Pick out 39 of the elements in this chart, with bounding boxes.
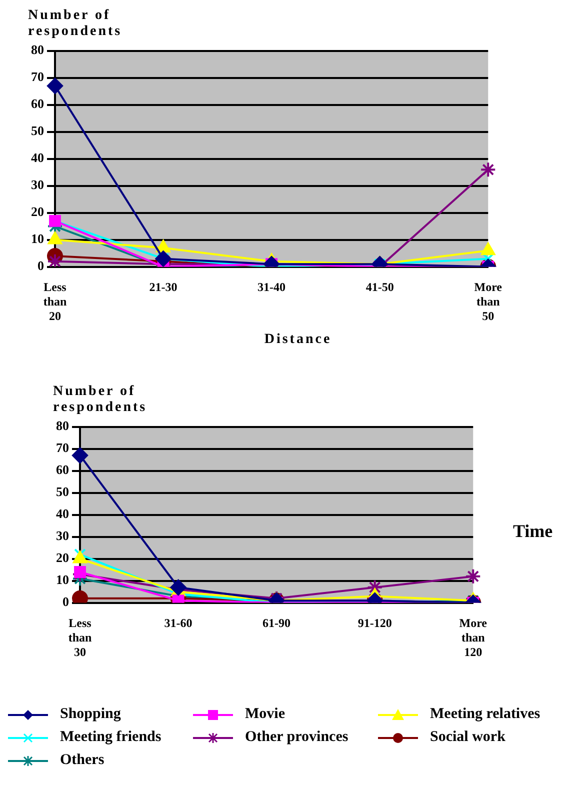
y-tick-label: 30 <box>56 528 69 544</box>
x-tick-label: Less than 30 <box>68 616 92 659</box>
y-tick-label: 20 <box>56 550 69 566</box>
legend-label: Others <box>60 752 104 769</box>
y-tick-label: 70 <box>56 440 69 456</box>
x-tick-label: More than 50 <box>474 280 503 323</box>
y-tick-label: 0 <box>38 258 44 274</box>
y-axis-title: Number of respondents <box>28 8 124 40</box>
y-tick-label: 20 <box>31 204 44 220</box>
legend-label: Shopping <box>60 706 121 723</box>
y-tick-label: 50 <box>31 123 44 138</box>
legend-label: Meeting relatives <box>430 706 540 723</box>
x-tick-label: 41-50 <box>366 280 394 294</box>
x-axis-title: Distance <box>263 332 333 348</box>
y-tick-label: 70 <box>31 69 44 84</box>
y-tick-label: 40 <box>56 506 69 522</box>
y-tick-label: 10 <box>31 231 44 246</box>
y-tick-label: 80 <box>56 418 69 434</box>
x-axis-title: Time <box>513 520 553 542</box>
y-tick-label: 50 <box>56 484 69 500</box>
x-tick-label: 31-40 <box>258 280 286 294</box>
x-tick-label: 31-60 <box>164 616 192 630</box>
x-tick-label: Less than 20 <box>43 280 67 323</box>
y-tick-label: 40 <box>31 150 44 166</box>
legend-label: Meeting friends <box>60 729 162 746</box>
y-tick-label: 0 <box>62 594 69 610</box>
y-tick-label: 80 <box>31 42 44 58</box>
legend-label: Movie <box>245 706 285 723</box>
legend-label: Social work <box>430 729 506 746</box>
x-tick-label: 21-30 <box>149 280 178 294</box>
y-tick-label: 60 <box>31 96 44 112</box>
y-axis-title: Number of respondents <box>53 384 148 416</box>
x-tick-label: More than 120 <box>459 616 488 659</box>
legend-label: Other provinces <box>245 729 348 746</box>
x-tick-label: 61-90 <box>262 616 291 630</box>
y-tick-label: 10 <box>56 572 69 588</box>
y-tick-label: 30 <box>31 177 44 192</box>
y-tick-label: 60 <box>56 462 69 478</box>
x-tick-label: 91-120 <box>358 616 392 630</box>
